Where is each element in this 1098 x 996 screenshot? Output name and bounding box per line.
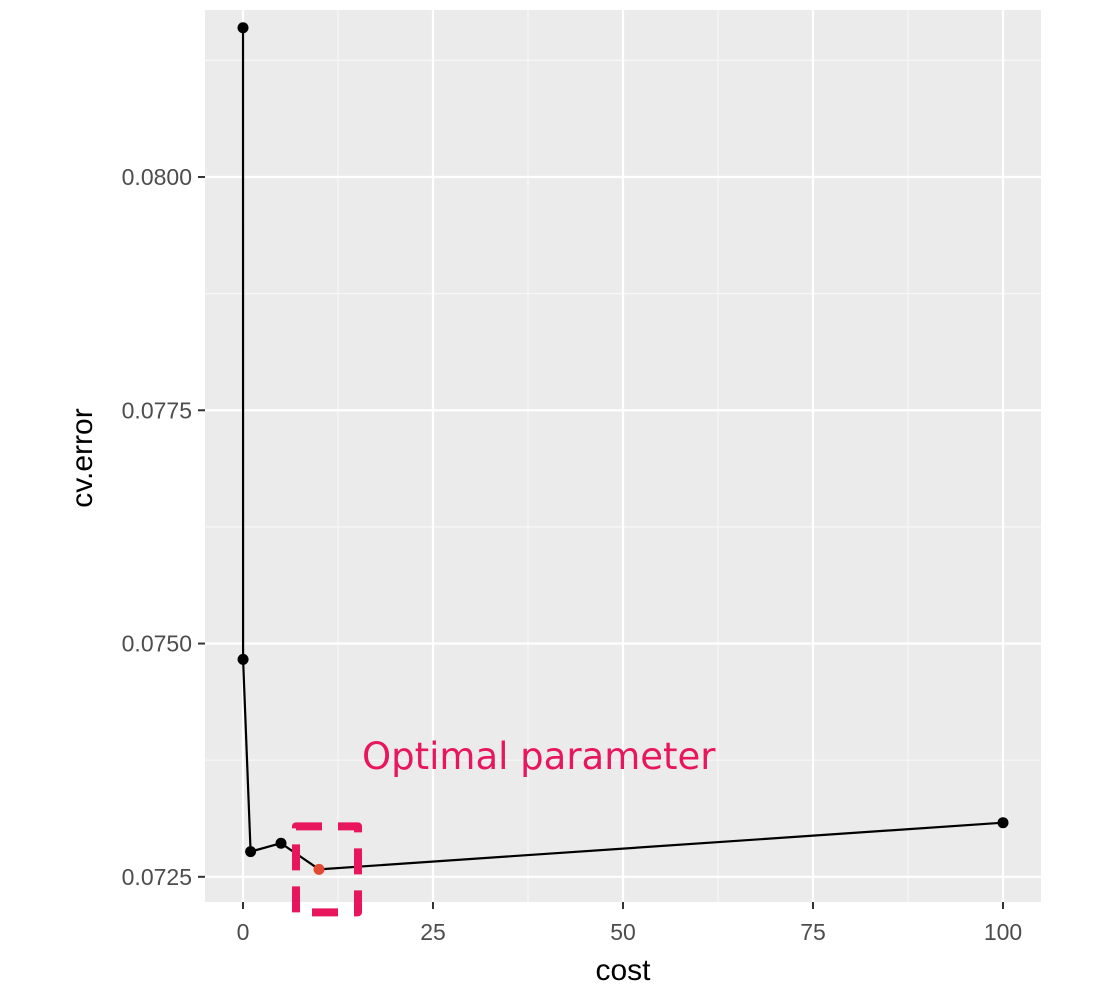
x-tick-label: 0 [237, 919, 250, 945]
data-point [275, 837, 287, 849]
y-tick-label: 0.0750 [122, 631, 192, 657]
data-point [237, 22, 249, 34]
data-point [245, 846, 257, 858]
y-tick-label: 0.0775 [122, 397, 192, 423]
y-tick-label: 0.0800 [122, 164, 192, 190]
optimal-highlight-box [292, 822, 362, 917]
x-tick-label: 25 [420, 919, 446, 945]
y-axis-title: cv.error [66, 408, 99, 507]
data-point [997, 817, 1009, 829]
y-tick-label: 0.0725 [122, 864, 192, 890]
series-layer [241, 27, 1004, 871]
highlight-layer [292, 822, 362, 917]
data-point [237, 653, 249, 665]
optimal-data-point [313, 863, 325, 875]
y-axis-ticks: 0.0725 0.0750 0.0775 0.0800 [122, 164, 205, 890]
series-line [241, 27, 1004, 871]
optimal-parameter-annotation: Optimal parameter [362, 735, 716, 778]
x-axis-title: cost [595, 954, 651, 987]
x-tick-label: 100 [984, 919, 1022, 945]
x-axis-ticks: 0 25 50 75 100 [237, 902, 1022, 945]
x-tick-label: 75 [800, 919, 826, 945]
points-layer [237, 22, 1009, 875]
x-tick-label: 50 [610, 919, 636, 945]
